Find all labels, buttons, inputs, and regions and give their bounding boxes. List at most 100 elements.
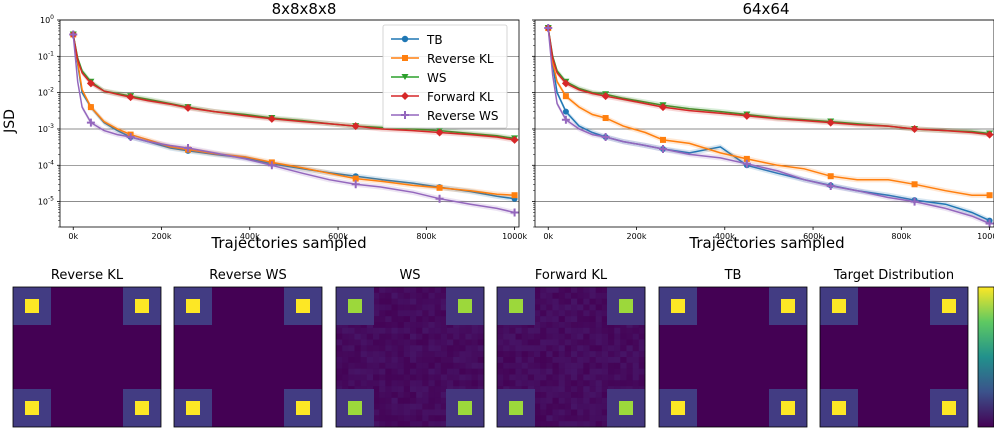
heatmap-cell [422,374,429,381]
heatmap-cell [428,392,435,399]
heatmap-cell [601,310,609,317]
heatmap-cell [410,415,417,422]
heatmap-cell [620,368,627,375]
heatmap-cell [614,374,621,381]
colorbar-gradient [977,286,994,428]
heatmap-cell [515,368,522,375]
heatmap-cell [379,421,386,428]
heatmap-cell [391,362,398,369]
legend-label: Forward KL [427,90,494,104]
heatmap-cell [534,368,541,375]
heatmap-cell [360,327,368,334]
heatmap-cell [515,380,522,387]
heatmap-cell [552,322,559,329]
heatmap-cell [626,362,633,369]
x-tick-label: 200k [152,232,172,241]
heatmap-cell [434,403,442,410]
heatmap-cell [589,380,596,387]
heatmap-cell [589,292,596,299]
heatmap-cell [416,415,423,422]
heatmap-cell [453,351,460,358]
heatmap-cell [342,322,349,329]
heatmap-cell [373,316,380,323]
heatmap-cell [360,345,368,352]
heatmap-cell [577,287,584,294]
heatmap-cell [577,403,584,410]
data-point [511,192,518,199]
heatmap-cell [416,386,423,393]
heatmap-cell [540,374,547,381]
heatmap-cell [552,397,559,404]
heatmap-cell [416,345,423,352]
data-point [267,114,276,123]
heatmap-cell [410,287,417,294]
heatmap-cell [583,351,590,358]
heatmap-cell [552,339,559,346]
series-layer [544,24,994,228]
heatmap-cell [497,333,504,340]
heatmap-cell [534,357,541,364]
heatmap-cell [422,310,429,317]
heatmap-cell [558,392,566,399]
heatmap-cell [583,397,590,404]
heatmap-cell [521,333,529,340]
heatmap-cell [373,397,380,404]
heatmap-cell [440,386,448,393]
heatmap-cell [540,298,547,305]
heatmap-cell [546,421,553,428]
heatmap-cell [583,322,590,329]
heatmap-cell [521,357,529,364]
heatmap-cell [503,374,510,381]
heatmap-cell [422,292,429,299]
heatmap-cell [534,292,541,299]
heatmap-cell [552,333,559,340]
heatmap-frame [496,286,646,428]
heatmap-cell [440,392,448,399]
heatmap-cell [410,380,417,387]
heatmap-cell [515,345,522,352]
heatmap-cell [521,368,529,375]
heatmap-cell [540,409,547,416]
heatmap-cell [477,327,485,334]
heatmap-cell [453,368,460,375]
heatmap-cell [558,298,566,305]
heatmap-cell [422,345,429,352]
heatmap-cell [558,304,566,311]
heatmap-cell [620,351,627,358]
heatmap-cell [589,421,596,428]
heatmap-cell [546,415,553,422]
heatmap-cell [379,287,386,294]
heatmap-cell [342,374,349,381]
heatmap-cell [385,339,392,346]
heatmap-cell [416,287,423,294]
heatmap-cell [453,374,460,381]
heatmap-cell [558,380,566,387]
heatmap-cell [447,333,454,340]
heatmap-row: Reverse KL Reverse WS WS Forward KL TB Target… [12,268,969,428]
heatmap-cell [428,374,435,381]
heatmap-mode-peak [942,401,956,415]
heatmap-cell [595,351,603,358]
heatmap-cell [540,386,547,393]
heatmap-cell [336,327,343,334]
heatmap-cell [422,403,429,410]
heatmap-cell [428,415,435,422]
heatmap-frame [173,286,323,428]
heatmap-cell [626,333,633,340]
heatmap-cell [620,322,627,329]
heatmap-cell [632,327,640,334]
heatmap-cell [428,351,435,358]
heatmap-cell [632,322,640,329]
heatmap-cell [416,339,423,346]
heatmap-cell [521,322,529,329]
heatmap-cell [638,322,646,329]
heatmap-cell [373,298,380,305]
heatmap-cell [410,368,417,375]
heatmap-cell [515,339,522,346]
heatmap-mode-peak [186,401,200,415]
heatmap-cell [583,362,590,369]
heatmap-cell [546,409,553,416]
data-point [510,135,519,144]
heatmap-cell [497,327,504,334]
heatmap-cell [564,298,572,305]
